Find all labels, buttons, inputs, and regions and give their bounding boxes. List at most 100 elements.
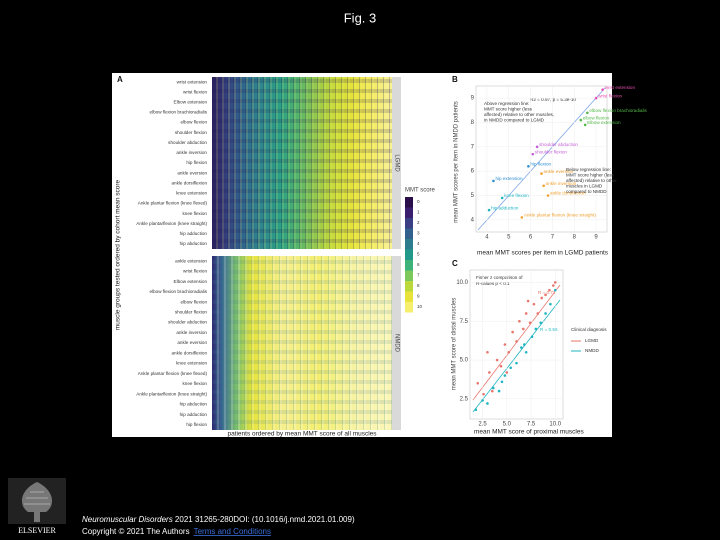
point bbox=[539, 321, 543, 325]
y-tick-label: 8 bbox=[471, 120, 475, 126]
point bbox=[521, 327, 525, 331]
point bbox=[526, 299, 530, 303]
point bbox=[579, 118, 583, 122]
note: in NMDD compared to LGMD bbox=[484, 118, 545, 123]
point bbox=[544, 293, 547, 297]
slide-title: Fig. 3 bbox=[344, 10, 377, 25]
x-axis-title: mean MMT scores per item in LGMD patient… bbox=[477, 250, 609, 257]
row-label: ankle dorsiflexion bbox=[172, 180, 208, 185]
note: muscles in LGMD bbox=[566, 184, 603, 189]
legend-swatch bbox=[405, 249, 413, 260]
row-label: knee extension bbox=[176, 361, 207, 366]
point-label: shoulder flexion bbox=[535, 149, 568, 154]
row-label: Ankle plantarflexion (knee straight) bbox=[136, 391, 207, 396]
x-tick-label: 7.5 bbox=[527, 422, 536, 428]
point bbox=[511, 330, 514, 334]
row-label: knee extension bbox=[176, 191, 207, 196]
point bbox=[549, 302, 552, 306]
point bbox=[503, 343, 507, 346]
y-tick-label: 7 bbox=[471, 144, 475, 150]
citation: Neuromuscular Disorders 2021 31265-280DO… bbox=[82, 515, 355, 524]
point-label: ankle dorsiflexion bbox=[550, 191, 586, 196]
row-label: hip flexion bbox=[186, 422, 207, 427]
row-label: elbow flexion bbox=[180, 120, 207, 125]
x-axis-title: mean MMT score of proximal muscles bbox=[474, 429, 584, 436]
legend-swatch bbox=[405, 207, 413, 218]
point-label: hip extension bbox=[495, 176, 523, 181]
legend-label: NMDD bbox=[585, 348, 599, 353]
panel-label: B bbox=[452, 75, 458, 84]
point bbox=[499, 364, 503, 368]
point bbox=[481, 399, 484, 402]
row-label: ankle eversion bbox=[177, 170, 207, 175]
point-label: wrist flexion bbox=[598, 93, 622, 98]
point bbox=[491, 386, 495, 390]
row-label: Ankle plantar flexion (knee flexed) bbox=[138, 201, 208, 206]
facet-strip bbox=[392, 77, 401, 249]
point bbox=[515, 361, 518, 365]
y-tick-label: 2.5 bbox=[460, 396, 469, 402]
plot-frame bbox=[469, 269, 564, 420]
point bbox=[544, 312, 547, 315]
point bbox=[486, 350, 489, 354]
legend-swatch bbox=[405, 228, 413, 239]
point bbox=[492, 179, 495, 183]
row-label: knee flexion bbox=[182, 381, 207, 386]
note: affected) relative to other bbox=[566, 178, 617, 183]
legend-title: Clinical diagnosis bbox=[571, 327, 607, 332]
point bbox=[530, 335, 534, 339]
y-tick-label: 5 bbox=[471, 193, 475, 199]
legend-label: 10 bbox=[417, 304, 423, 309]
row-label: ankle extension bbox=[175, 258, 207, 263]
terms-link[interactable]: Terms and Conditions bbox=[194, 527, 271, 536]
point bbox=[534, 327, 538, 331]
y-tick-label: 9 bbox=[471, 96, 475, 102]
heatmap-lgmd bbox=[212, 77, 392, 249]
x-tick-label: 10.0 bbox=[549, 422, 561, 428]
facet-label: LGMD bbox=[393, 154, 399, 172]
x-tick-label: 9 bbox=[594, 235, 598, 241]
y-axis-title: muscle groups tested ordered by cohort m… bbox=[115, 179, 122, 330]
panel-label: A bbox=[117, 75, 123, 84]
row-label: hip adduction bbox=[180, 231, 208, 236]
point-label: knee flexion bbox=[504, 193, 529, 198]
point-label: wrist extension bbox=[605, 85, 636, 90]
point bbox=[542, 184, 545, 188]
legend-label: 3 bbox=[417, 231, 420, 236]
annotation: R-values p < 0.1 bbox=[476, 281, 510, 286]
point bbox=[488, 371, 491, 374]
point bbox=[505, 371, 509, 374]
legend-swatch bbox=[405, 239, 413, 250]
y-tick-label: 7.5 bbox=[460, 319, 469, 325]
row-label: hip abduction bbox=[180, 402, 208, 407]
point bbox=[520, 216, 524, 219]
point bbox=[482, 392, 485, 396]
point bbox=[535, 145, 539, 149]
row-label: ankle inversion bbox=[176, 330, 207, 335]
annotation: R2 = 0.97, p = 5.3e-10 bbox=[530, 97, 576, 102]
note: compared to NMDD bbox=[566, 189, 607, 194]
point bbox=[583, 123, 587, 127]
legend-label: 6 bbox=[417, 262, 420, 267]
publisher: ELSEVIER bbox=[18, 526, 56, 535]
row-label: wrist flexion bbox=[183, 269, 207, 274]
point-label: elbow flexion bbox=[583, 115, 610, 120]
row-label: ankle eversion bbox=[177, 340, 207, 345]
point bbox=[503, 374, 507, 377]
point bbox=[536, 312, 540, 315]
point-label: shoulder abduction bbox=[539, 142, 578, 147]
row-label: ankle dorsiflexion bbox=[172, 350, 208, 355]
row-label: wrist extension bbox=[177, 79, 208, 84]
x-tick-label: 8 bbox=[573, 235, 577, 241]
x-tick-label: 2.5 bbox=[478, 422, 487, 428]
point bbox=[476, 382, 480, 385]
row-label: wrist flexion bbox=[183, 89, 207, 94]
note: affected) relative to other muscles, bbox=[484, 112, 554, 117]
x-tick-label: 5.0 bbox=[503, 422, 512, 428]
row-label: elbow flexion bbox=[180, 299, 207, 304]
annotation: Fisher z comparison of bbox=[476, 275, 523, 280]
point bbox=[586, 111, 589, 115]
x-tick-label: 7 bbox=[551, 235, 555, 241]
